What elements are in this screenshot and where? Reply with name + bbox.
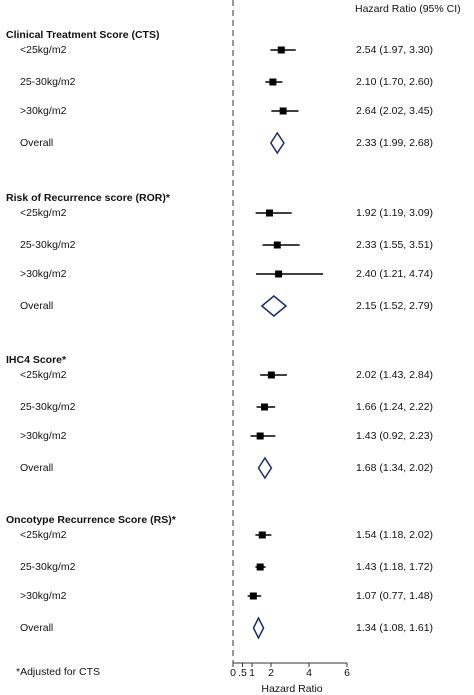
- x-axis-label: Hazard Ratio: [261, 683, 322, 695]
- row-label: >30kg/m2: [20, 430, 67, 442]
- value-label: 1.68 (1.34, 2.02): [356, 462, 433, 474]
- row-label: <25kg/m2: [20, 44, 67, 56]
- overall-diamond: [257, 456, 273, 480]
- row-label: Overall: [20, 300, 53, 312]
- value-label: 2.33 (1.55, 3.51): [356, 239, 433, 251]
- value-label: 2.33 (1.99, 2.68): [356, 137, 433, 149]
- x-tick-label: 6: [344, 667, 350, 679]
- point-estimate: [256, 563, 264, 571]
- row-label: 25-30kg/m2: [20, 401, 76, 413]
- point-estimate: [261, 403, 269, 411]
- point-estimate: [273, 241, 281, 249]
- value-label: 1.43 (0.92, 2.23): [356, 430, 433, 442]
- row-label: <25kg/m2: [20, 207, 67, 219]
- column-header: Hazard Ratio (95% CI): [355, 3, 461, 15]
- point-estimate: [279, 107, 287, 115]
- point-estimate: [249, 592, 257, 600]
- value-label: 2.40 (1.21, 4.74): [356, 268, 433, 280]
- overall-diamond: [269, 131, 285, 155]
- x-tick-label: .5: [238, 667, 247, 679]
- value-label: 2.64 (2.02, 3.45): [356, 105, 433, 117]
- value-label: 1.43 (1.18, 1.72): [356, 561, 433, 573]
- point-estimate: [269, 78, 277, 86]
- group-title: IHC4 Score*: [6, 354, 67, 366]
- value-label: 2.02 (1.43, 2.84): [356, 369, 433, 381]
- value-label: 1.92 (1.19, 3.09): [356, 207, 433, 219]
- row-label: Overall: [20, 622, 53, 634]
- value-label: 1.07 (0.77, 1.48): [356, 590, 433, 602]
- row-label: <25kg/m2: [20, 369, 67, 381]
- row-label: >30kg/m2: [20, 268, 67, 280]
- point-estimate: [267, 371, 275, 379]
- point-estimate: [277, 46, 285, 54]
- row-label: 25-30kg/m2: [20, 76, 76, 88]
- x-tick-label: 1: [249, 667, 255, 679]
- value-label: 2.10 (1.70, 2.60): [356, 76, 433, 88]
- x-tick-label: 2: [268, 667, 274, 679]
- footnote: *Adjusted for CTS: [16, 666, 100, 678]
- group-title: Clinical Treatment Score (CTS): [6, 29, 159, 41]
- group-title: Oncotype Recurrence Score (RS)*: [6, 514, 177, 526]
- point-estimate: [256, 432, 264, 440]
- row-label: 25-30kg/m2: [20, 239, 76, 251]
- group-title: Risk of Recurrence score (ROR)*: [6, 192, 171, 204]
- overall-diamond: [260, 295, 288, 317]
- value-label: 2.54 (1.97, 3.30): [356, 44, 433, 56]
- x-tick-label: 0: [230, 667, 236, 679]
- row-label: 25-30kg/m2: [20, 561, 76, 573]
- x-tick-label: 4: [306, 667, 312, 679]
- row-label: Overall: [20, 462, 53, 474]
- value-label: 1.66 (1.24, 2.22): [356, 401, 433, 413]
- overall-diamond: [252, 616, 265, 640]
- row-label: <25kg/m2: [20, 529, 67, 541]
- point-estimate: [275, 270, 283, 278]
- row-label: >30kg/m2: [20, 590, 67, 602]
- row-label: Overall: [20, 137, 53, 149]
- point-estimate: [258, 531, 266, 539]
- value-label: 1.34 (1.08, 1.61): [356, 622, 433, 634]
- row-label: >30kg/m2: [20, 105, 67, 117]
- value-label: 2.15 (1.52, 2.79): [356, 300, 433, 312]
- point-estimate: [265, 209, 273, 217]
- value-label: 1.54 (1.18, 2.02): [356, 529, 433, 541]
